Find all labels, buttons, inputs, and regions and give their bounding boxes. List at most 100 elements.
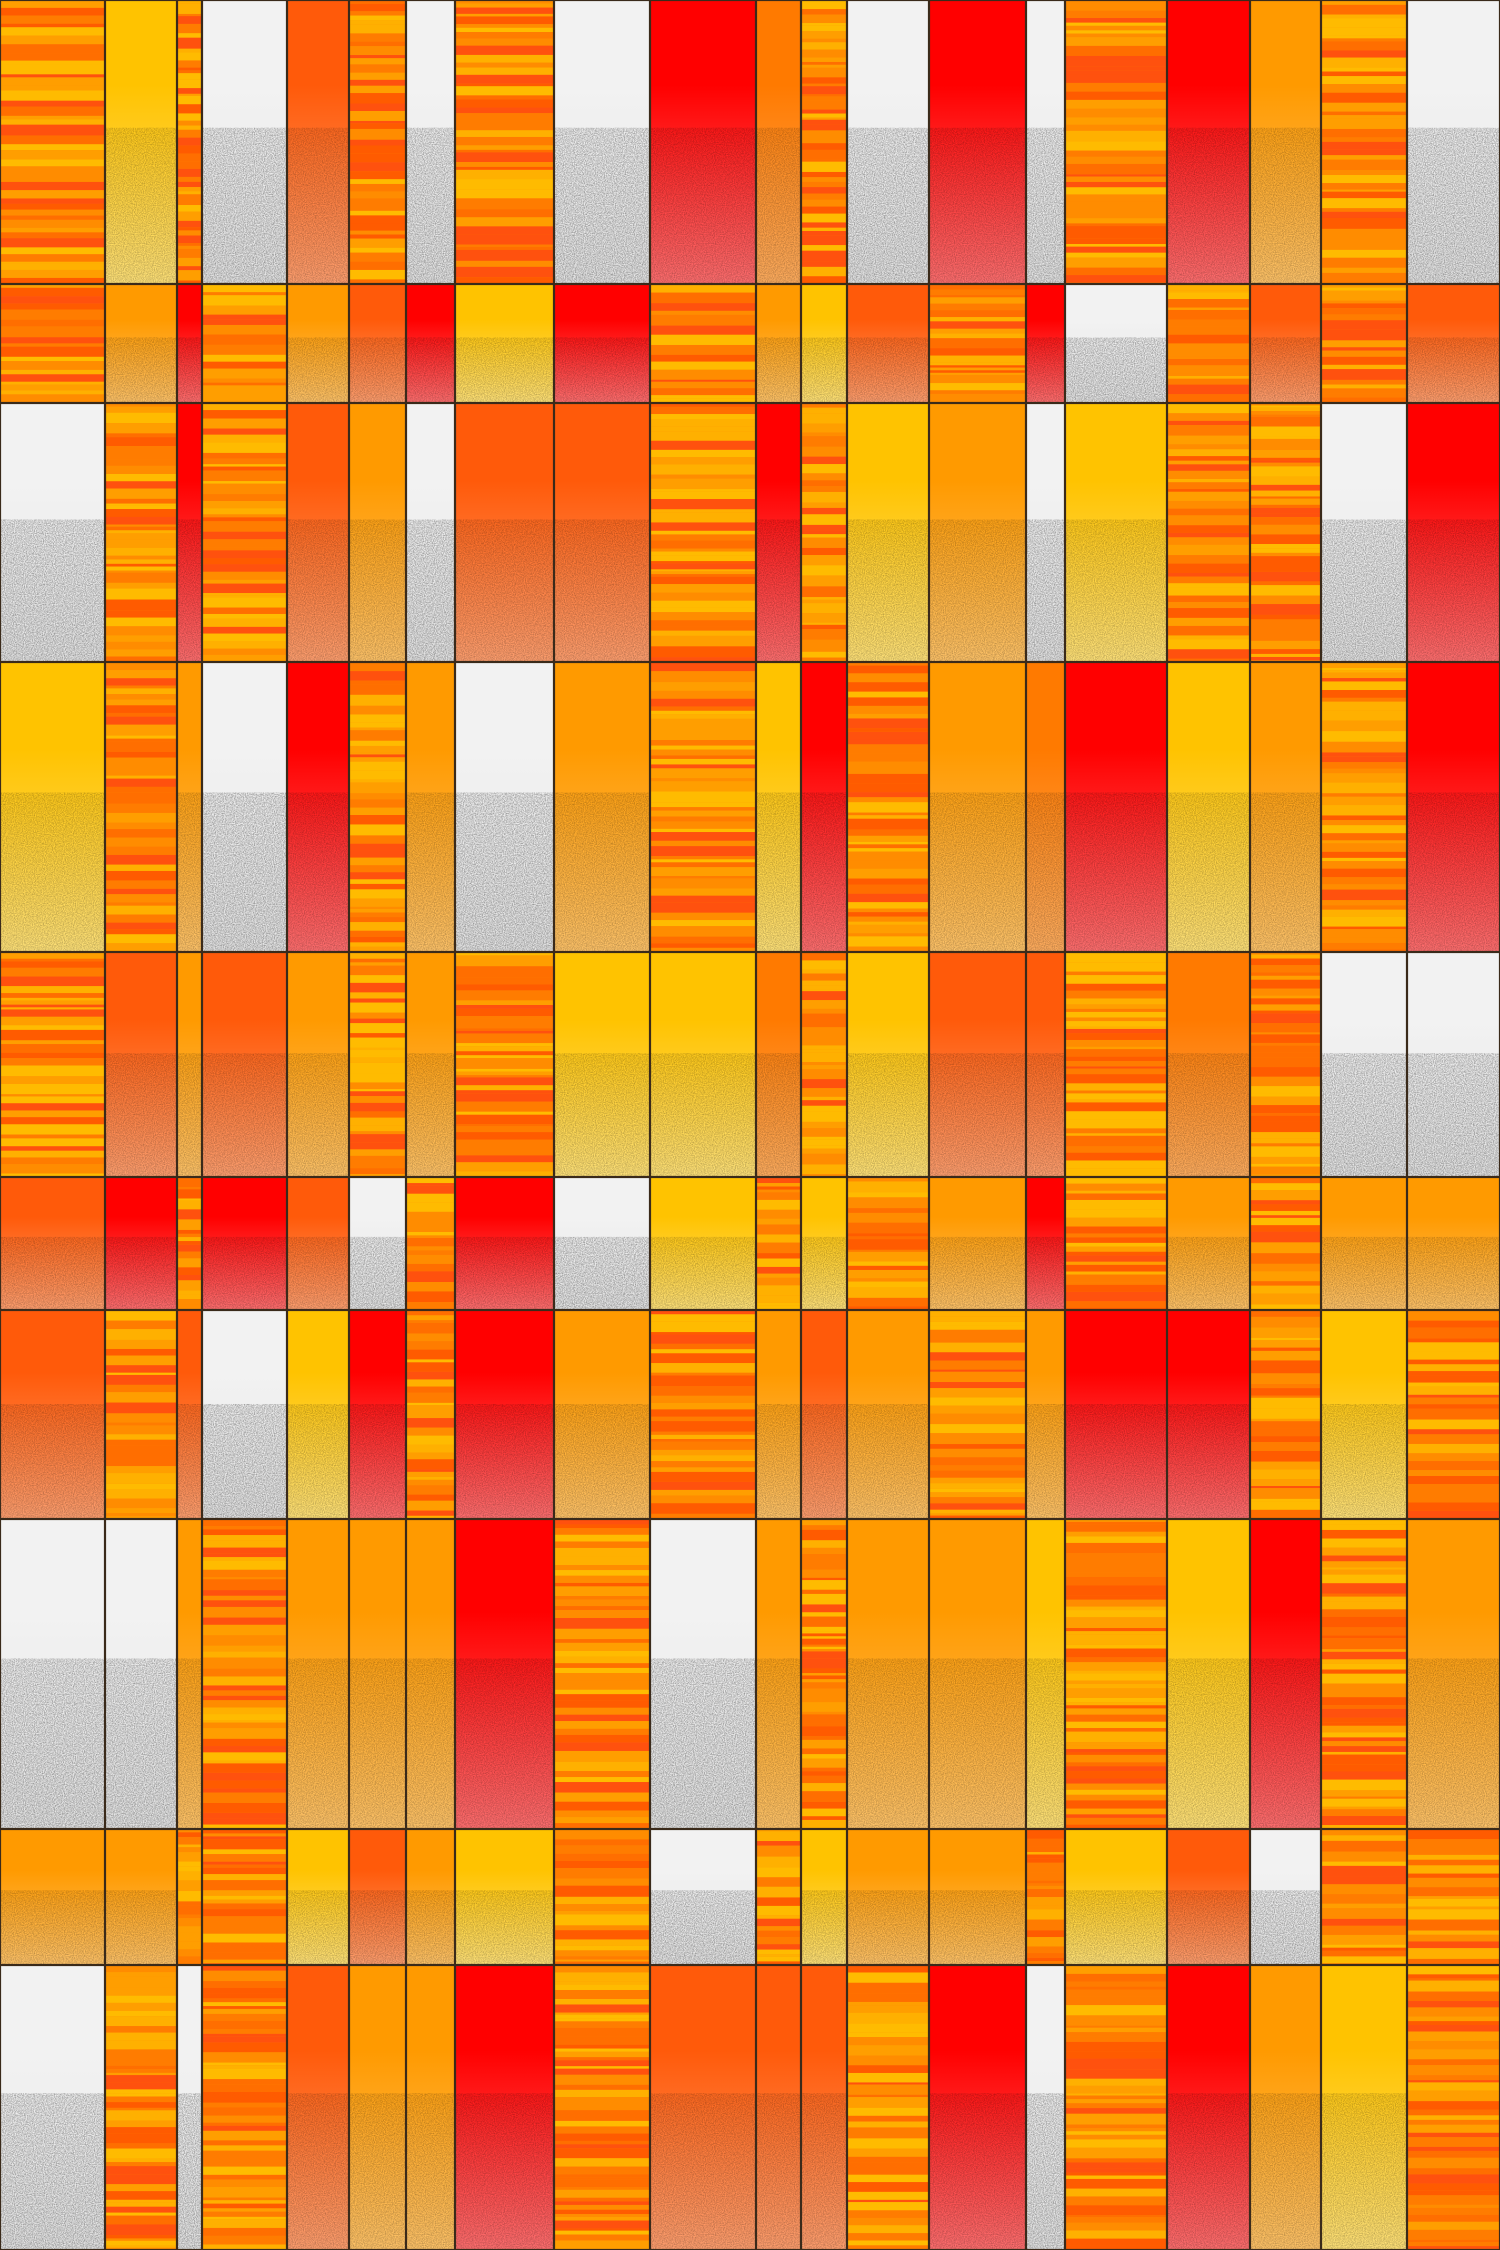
stripe: [349, 684, 406, 695]
stripe: [1250, 1263, 1321, 1272]
stripe: [455, 1085, 554, 1091]
stripe: [801, 1723, 847, 1727]
tile: [405, 1828, 456, 1966]
stripe: [177, 1941, 202, 1950]
stripe: [554, 1707, 650, 1715]
tile-border: [755, 951, 802, 1178]
stripe: [929, 362, 1026, 366]
stripe: [202, 1903, 287, 1910]
stripe: [349, 1155, 406, 1166]
stripe: [847, 916, 929, 922]
stripe: [202, 1540, 287, 1548]
tile-border: [348, 1176, 407, 1311]
tile: [405, 1309, 456, 1520]
stripe: [1250, 1479, 1321, 1487]
stripe: [349, 958, 406, 963]
stripe: [554, 1721, 650, 1729]
stripe: [650, 802, 756, 808]
stripe: [801, 1121, 847, 1129]
tile-border: [104, 1176, 178, 1311]
stripe: [650, 314, 756, 326]
stripe: [650, 878, 756, 889]
stripe: [1250, 1408, 1321, 1419]
grain: [929, 127, 1026, 284]
stripe: [929, 1497, 1026, 1504]
stripe: [105, 2002, 177, 2011]
stripe: [1250, 1163, 1321, 1167]
stripe: [929, 355, 1026, 363]
stripe: [1250, 1105, 1321, 1114]
tile-border: [454, 402, 555, 663]
stripe: [202, 1993, 287, 1999]
stripe: [650, 671, 756, 683]
stripe: [1167, 601, 1250, 609]
stripe: [801, 1714, 847, 1724]
tile: [846, 1309, 930, 1520]
tile-border: [0, 951, 106, 1178]
stripe: [847, 2210, 929, 2218]
stripe: [801, 1145, 847, 1149]
stripe: [177, 266, 202, 271]
stripe: [202, 2211, 287, 2217]
tile: [1025, 661, 1066, 953]
stripe: [0, 227, 105, 233]
stripe: [1065, 2238, 1167, 2246]
stripe: [202, 1880, 287, 1891]
stripe: [756, 1258, 801, 1267]
stripe: [1407, 2021, 1500, 2025]
tile-border: [846, 1309, 930, 1520]
stripe: [929, 1465, 1026, 1471]
stripe: [1250, 426, 1321, 437]
stripe: [554, 2148, 650, 2159]
stripe: [1407, 2183, 1500, 2191]
stripe: [177, 23, 202, 34]
stripe: [650, 718, 756, 730]
stripe: [801, 639, 847, 647]
tile-border: [1064, 951, 1168, 1178]
stripe: [801, 193, 847, 200]
stripe: [801, 30, 847, 39]
stripe: [105, 2096, 177, 2103]
grain: [406, 1658, 455, 1829]
stripe: [105, 2245, 177, 2248]
stripe: [1321, 1538, 1407, 1548]
stripe: [1407, 2049, 1500, 2060]
stripe: [349, 962, 406, 966]
stripe: [801, 1580, 847, 1590]
stripe: [202, 547, 287, 551]
stripe: [177, 1251, 202, 1259]
stripe: [554, 1575, 650, 1583]
tile: [1406, 661, 1500, 953]
stripe: [1167, 299, 1250, 308]
stripe: [650, 630, 756, 636]
stripe: [847, 841, 929, 845]
stripe: [847, 2225, 929, 2234]
stripe: [349, 898, 406, 907]
stripe: [847, 924, 929, 934]
stripe: [455, 152, 554, 163]
stripe: [650, 478, 756, 490]
stripe: [455, 189, 554, 199]
stripe: [105, 2212, 177, 2216]
stripe: [202, 314, 287, 320]
tile-border: [1025, 0, 1066, 285]
stripe: [0, 374, 105, 382]
stripe: [406, 1510, 455, 1516]
tile: [800, 1964, 848, 2250]
stripe: [1250, 649, 1321, 654]
stripe: [0, 90, 105, 101]
stripe: [177, 33, 202, 38]
stripe: [801, 534, 847, 538]
stripe: [847, 718, 929, 729]
stripe: [1065, 2005, 1167, 2016]
stripe: [801, 1128, 847, 1137]
stripe: [1065, 22, 1167, 26]
stripe: [847, 2037, 929, 2040]
stripe: [349, 79, 406, 86]
stripe: [455, 246, 554, 250]
tile: [1320, 951, 1408, 1178]
stripe: [1065, 1697, 1167, 1703]
tile-border: [1320, 1518, 1408, 1830]
stripe: [756, 1867, 801, 1878]
stripe: [650, 764, 756, 769]
